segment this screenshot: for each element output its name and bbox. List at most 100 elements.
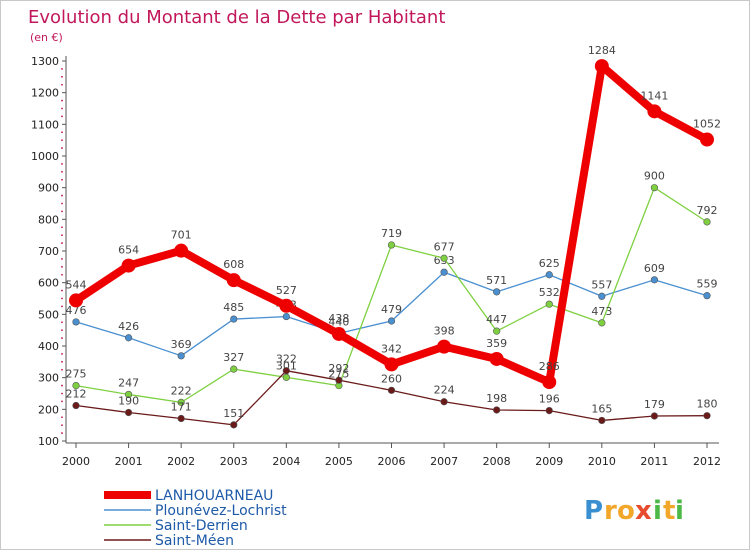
y-minor-tick — [61, 68, 63, 70]
data-label: 479 — [381, 303, 402, 316]
x-tick-label: 2005 — [325, 455, 353, 468]
data-label: 275 — [66, 368, 87, 381]
data-label: 171 — [171, 401, 192, 414]
y-minor-tick — [61, 170, 63, 173]
data-point — [230, 365, 238, 373]
y-minor-tick — [61, 321, 63, 324]
y-minor-tick — [61, 392, 63, 395]
data-point — [174, 243, 189, 258]
data-label: 532 — [539, 286, 560, 299]
data-label: 327 — [223, 351, 244, 364]
data-label: 719 — [381, 227, 402, 240]
y-axis-ticks: 100 200 300 400 500 600 700 800 900 1000 1100 1200 1… — [31, 55, 66, 448]
data-point — [335, 376, 343, 384]
legend-label: Saint-Derrien — [155, 518, 248, 534]
y-tick-label: 500 — [38, 308, 59, 321]
y-minor-tick — [61, 289, 63, 292]
x-tick-label: 2000 — [62, 455, 90, 468]
data-label: 426 — [118, 320, 139, 333]
data-label: 165 — [591, 402, 612, 415]
data-label: 179 — [644, 398, 665, 411]
data-label: 1141 — [640, 89, 668, 102]
data-label: 198 — [486, 392, 507, 405]
data-label: 247 — [118, 376, 139, 389]
y-minor-tick — [61, 210, 63, 213]
y-tick-label: 300 — [38, 372, 59, 385]
y-tick-label: 1200 — [31, 87, 59, 100]
data-label: 1284 — [588, 44, 616, 57]
legend-label: Saint-Méen — [155, 533, 234, 549]
series-1: 544 654 701 608 527 438 342 398 359 286 1284 1141 10… — [66, 44, 721, 390]
logo-letter: r — [604, 496, 617, 526]
data-label: 292 — [328, 362, 349, 375]
y-minor-tick — [61, 75, 63, 78]
y-minor-tick — [61, 384, 63, 387]
chart-title: Evolution du Montant de la Dette par Hab… — [28, 7, 445, 28]
data-label: 260 — [381, 372, 402, 385]
data-label: 473 — [591, 305, 612, 318]
y-minor-tick — [61, 178, 63, 181]
data-point — [493, 327, 501, 335]
data-point — [440, 254, 448, 262]
data-point — [440, 398, 448, 406]
data-point — [72, 318, 80, 326]
y-minor-tick — [61, 337, 63, 339]
series-2: 476426369485493440479633571625557609559 — [66, 254, 718, 360]
y-minor-tick — [61, 368, 63, 371]
data-label: 447 — [486, 313, 507, 326]
data-point — [230, 421, 238, 429]
data-label: 196 — [539, 393, 560, 406]
x-tick-label: 2008 — [483, 455, 511, 468]
x-tick-label: 2010 — [588, 455, 616, 468]
data-point — [545, 300, 553, 308]
x-tick-label: 2011 — [640, 455, 668, 468]
data-label: 625 — [539, 257, 560, 270]
y-minor-tick — [61, 163, 63, 165]
data-point — [545, 407, 553, 415]
y-minor-tick — [61, 360, 63, 363]
data-label: 476 — [66, 304, 87, 317]
data-point — [72, 381, 80, 390]
data-label: 440 — [328, 315, 349, 328]
data-point — [489, 351, 504, 366]
data-label: 301 — [276, 359, 297, 372]
data-label: 609 — [644, 262, 665, 275]
data-label: 180 — [697, 398, 718, 411]
data-label: 222 — [171, 384, 192, 397]
series-line — [72, 62, 711, 387]
data-point — [545, 271, 553, 279]
y-minor-tick — [61, 416, 63, 419]
data-label: 151 — [223, 407, 244, 420]
y-minor-tick — [61, 424, 63, 427]
x-tick-label: 2003 — [220, 455, 248, 468]
data-point — [72, 401, 80, 410]
data-label: 677 — [434, 240, 455, 253]
x-tick-label: 2004 — [272, 455, 300, 468]
data-point — [279, 298, 294, 313]
logo-letter: t — [663, 496, 675, 526]
data-label: 557 — [591, 278, 612, 291]
data-label: 359 — [486, 337, 507, 350]
y-tick-label: 1300 — [31, 55, 59, 68]
data-point — [177, 414, 185, 423]
data-point — [282, 373, 290, 381]
data-label: 212 — [66, 388, 87, 401]
data-point — [331, 326, 346, 341]
data-label: 544 — [66, 278, 87, 291]
data-point — [387, 241, 396, 249]
legend: LANHOUARNEAUPlounévez-LochristSaint-Derr… — [104, 488, 287, 549]
y-minor-tick — [61, 194, 63, 197]
data-label: 369 — [171, 338, 192, 351]
y-minor-tick — [61, 107, 63, 110]
series-3: 275 247 222 327 301 275 719 677 447 532 473 900 792 — [66, 170, 718, 406]
data-point — [650, 412, 659, 420]
logo-letter: o — [617, 496, 635, 526]
data-point — [230, 315, 238, 323]
y-minor-tick — [61, 242, 63, 244]
logo-letter: P — [584, 496, 603, 526]
y-minor-tick — [61, 202, 63, 205]
data-point — [598, 416, 606, 425]
y-tick-label: 1000 — [31, 150, 59, 163]
